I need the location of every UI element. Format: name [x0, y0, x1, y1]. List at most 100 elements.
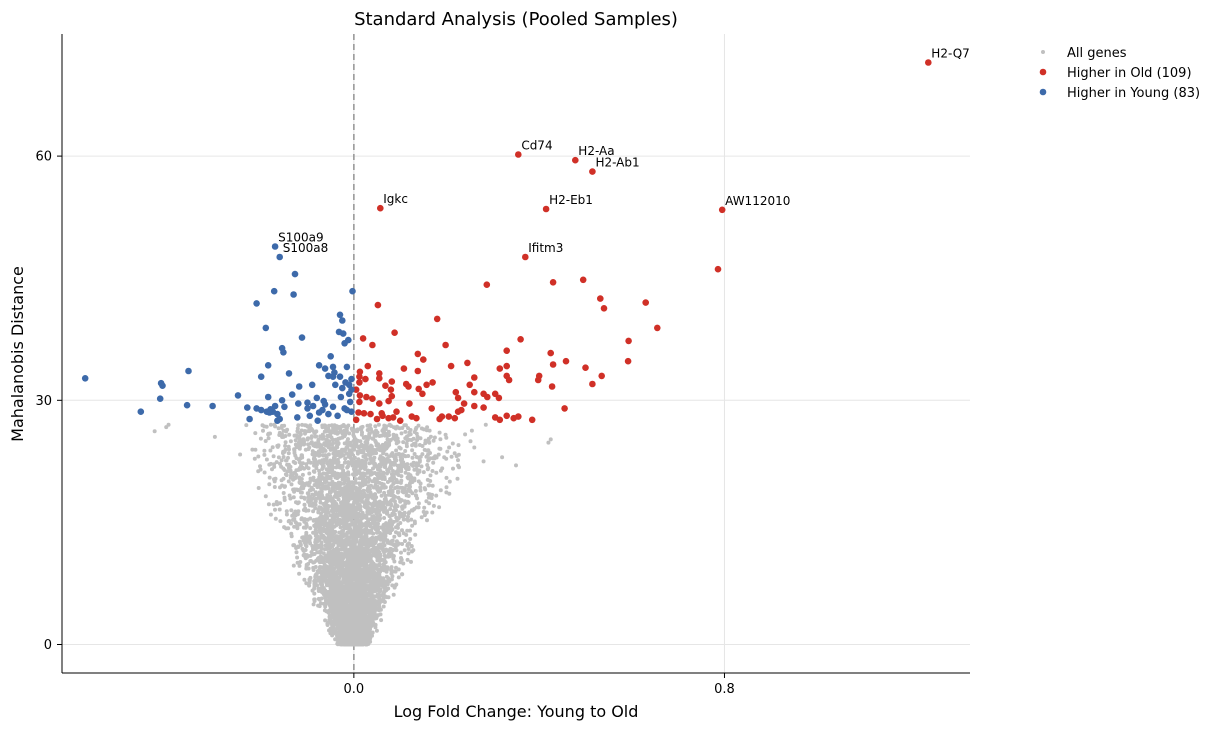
- background-gene-point: [383, 555, 388, 559]
- background-gene-point: [425, 518, 429, 523]
- background-gene-point: [452, 451, 457, 456]
- background-gene-point: [417, 459, 422, 464]
- background-gene-point: [407, 481, 412, 486]
- background-gene-point: [427, 440, 432, 445]
- background-gene-point: [281, 491, 286, 495]
- background-gene-point: [383, 464, 388, 469]
- background-gene-point: [381, 548, 386, 553]
- background-gene-point: [294, 500, 298, 505]
- background-gene-point: [270, 445, 275, 450]
- background-gene-point: [396, 452, 401, 456]
- background-gene-point: [292, 524, 297, 529]
- background-gene-point: [372, 432, 377, 437]
- background-gene-point: [305, 436, 310, 441]
- background-gene-point: [312, 462, 317, 466]
- background-gene-point: [309, 436, 314, 440]
- background-gene-point: [394, 530, 398, 535]
- background-gene-point: [238, 452, 243, 457]
- background-gene-point: [412, 467, 417, 472]
- background-gene-point: [333, 630, 338, 634]
- background-gene-point: [289, 473, 293, 478]
- background-gene-point: [431, 438, 436, 443]
- background-gene-point: [390, 574, 395, 579]
- background-gene-point: [381, 577, 386, 582]
- background-gene-point: [334, 508, 339, 513]
- background-gene-point: [349, 452, 354, 456]
- background-gene-point: [421, 470, 426, 475]
- background-gene-point: [264, 457, 269, 462]
- background-gene-point: [317, 468, 322, 473]
- background-gene-point: [463, 432, 468, 437]
- background-gene-point: [360, 477, 365, 482]
- background-gene-point: [373, 527, 378, 531]
- background-gene-point: [319, 569, 323, 574]
- background-gene-point: [403, 449, 408, 453]
- background-gene-point: [407, 488, 412, 493]
- background-gene-point: [297, 563, 302, 568]
- background-gene-point: [388, 518, 393, 522]
- background-gene-point: [303, 431, 307, 436]
- background-gene-point: [278, 461, 282, 466]
- background-gene-point: [419, 515, 424, 520]
- background-gene-point: [323, 423, 328, 428]
- background-gene-point: [426, 483, 431, 488]
- background-gene-point: [354, 536, 359, 541]
- background-gene-point: [306, 508, 311, 513]
- background-gene-point: [376, 422, 381, 427]
- background-gene-point: [266, 436, 271, 441]
- background-gene-point: [351, 442, 356, 447]
- background-gene-point: [379, 462, 384, 467]
- background-gene-point: [324, 467, 329, 472]
- background-gene-point: [434, 470, 439, 475]
- background-gene-point: [451, 466, 455, 471]
- background-gene-point: [406, 465, 411, 470]
- background-gene-point: [313, 490, 318, 495]
- background-gene-point: [395, 525, 400, 530]
- background-gene-point: [437, 505, 442, 510]
- background-gene-point: [334, 592, 339, 597]
- background-gene-point: [286, 451, 291, 456]
- background-gene-point: [285, 469, 290, 474]
- background-gene-point: [292, 470, 297, 475]
- background-gene-point: [382, 516, 387, 520]
- background-gene-point: [373, 538, 378, 543]
- background-gene-point: [449, 454, 454, 459]
- background-gene-point: [311, 496, 315, 501]
- background-gene-point: [329, 569, 334, 574]
- background-gene-point: [328, 432, 333, 437]
- background-gene-point: [403, 423, 408, 428]
- background-gene-point: [304, 423, 309, 428]
- background-gene-point: [369, 483, 373, 488]
- background-gene-point: [397, 533, 402, 538]
- background-gene-point: [310, 552, 315, 557]
- background-gene-point: [400, 489, 405, 494]
- background-gene-point: [358, 465, 363, 469]
- background-gene-point: [431, 503, 436, 508]
- background-gene-point: [250, 447, 255, 452]
- background-gene-point: [396, 575, 401, 580]
- background-gene-point: [391, 475, 396, 480]
- background-gene-point: [385, 480, 390, 484]
- background-gene-point: [394, 565, 398, 570]
- background-gene-point: [258, 436, 263, 441]
- background-gene-point: [299, 477, 304, 481]
- background-gene-point: [425, 463, 430, 467]
- background-gene-point: [326, 565, 331, 570]
- background-gene-point: [268, 512, 273, 517]
- background-gene-point: [287, 447, 291, 452]
- background-gene-point: [397, 445, 402, 450]
- background-gene-point: [401, 561, 406, 566]
- background-gene-point: [320, 423, 325, 428]
- background-gene-point: [404, 444, 409, 449]
- background-gene-point: [447, 445, 452, 450]
- background-gene-point: [297, 539, 302, 544]
- background-gene-point: [385, 527, 390, 532]
- background-gene-point: [425, 467, 430, 472]
- background-gene-point: [403, 436, 408, 441]
- background-gene-point: [268, 422, 273, 427]
- background-gene-point: [256, 454, 261, 459]
- background-gene-point: [253, 431, 258, 436]
- background-gene-point: [413, 443, 418, 448]
- background-gene-point: [375, 430, 380, 435]
- grid-lines: [62, 34, 970, 673]
